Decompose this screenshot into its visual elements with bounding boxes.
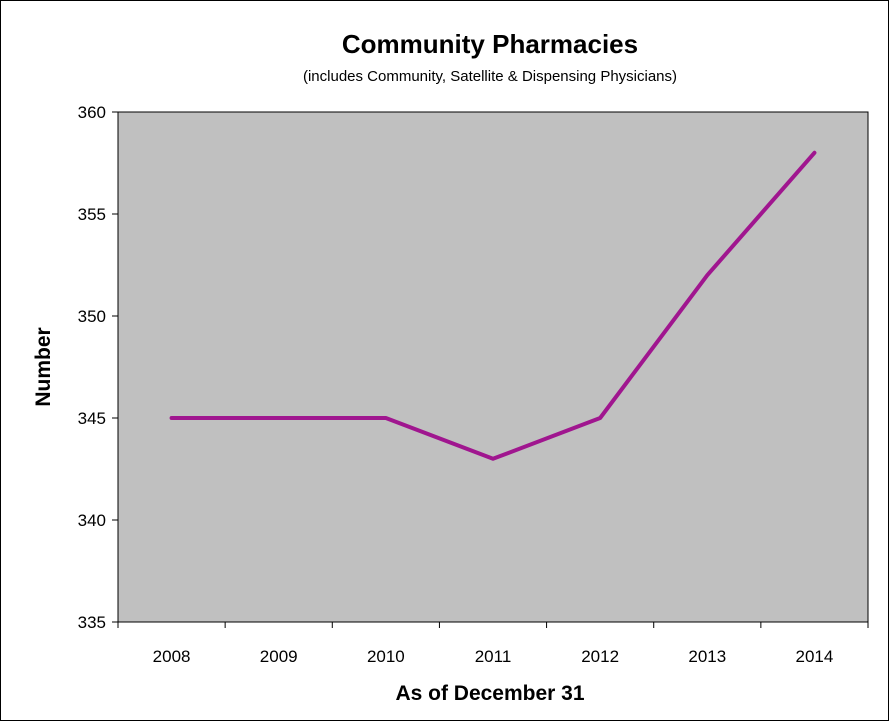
x-tick-label: 2009: [260, 647, 298, 666]
series-layer: [169, 150, 817, 461]
y-axis: 335 340 345 350 355 360: [78, 103, 118, 632]
y-axis-title: Number: [32, 327, 55, 406]
x-axis: 2008 2009 2010 2011 2012 2013 2014: [117, 622, 869, 666]
x-tick-label: 2008: [153, 647, 191, 666]
y-tick-label: 355: [78, 205, 106, 224]
chart-title: Community Pharmacies: [342, 29, 638, 59]
x-tick-label: 2013: [688, 647, 726, 666]
y-tick-label: 335: [78, 613, 106, 632]
y-tick-label: 360: [78, 103, 106, 122]
chart-subtitle: (includes Community, Satellite & Dispens…: [303, 68, 677, 85]
y-tick-label: 340: [78, 511, 106, 530]
x-tick-label: 2012: [581, 647, 619, 666]
x-axis-title: As of December 31: [395, 682, 584, 705]
y-tick-label: 350: [78, 307, 106, 326]
y-tick-label: 345: [78, 409, 106, 428]
x-tick-label: 2014: [796, 647, 834, 666]
x-tick-label: 2011: [475, 647, 512, 666]
plot-area: [117, 111, 869, 623]
x-tick-label: 2010: [367, 647, 405, 666]
